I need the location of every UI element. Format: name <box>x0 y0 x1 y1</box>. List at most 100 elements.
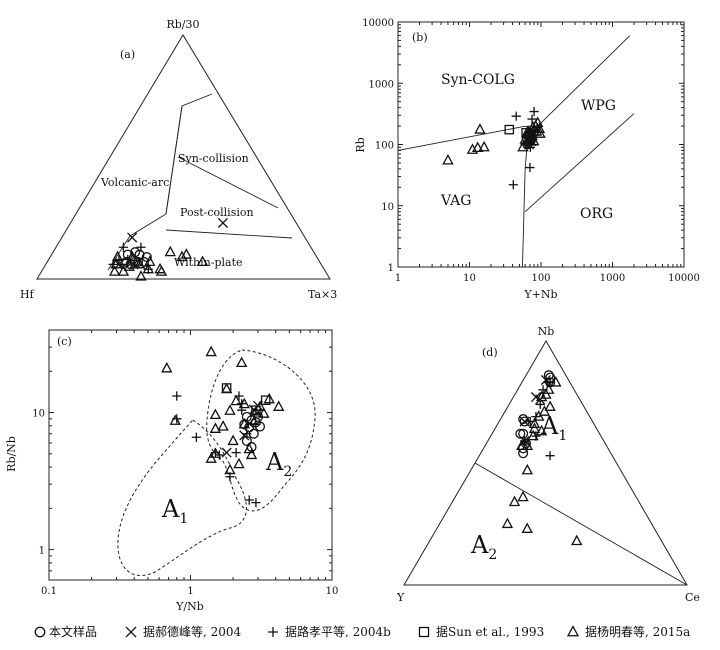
panel-b-ticks <box>397 22 684 268</box>
triangle-marker <box>535 390 548 402</box>
plus-marker <box>511 111 521 121</box>
triangle-marker <box>517 140 529 152</box>
triangle-marker <box>209 447 222 458</box>
triangle-marker <box>501 517 514 529</box>
triangle-marker <box>233 457 245 469</box>
panel-b-frame <box>397 21 685 268</box>
panel-b-field-wpg: WPG <box>581 98 616 114</box>
legend-item-2: 据路孝平等, 2004b <box>268 624 391 639</box>
panel-d-apex-right: Ce <box>685 591 700 604</box>
plus-marker <box>244 495 254 505</box>
triangle-marker <box>176 250 188 262</box>
panel-b-yticklabels: 1 10 100 1000 10000 <box>362 18 394 274</box>
plus-marker <box>231 448 241 458</box>
triangle-marker <box>527 120 539 132</box>
plus-marker <box>118 242 128 252</box>
panel-d-label: (d) <box>482 346 498 359</box>
panel-b-field-vag: VAG <box>440 193 471 209</box>
circle-marker <box>543 370 554 381</box>
triangle-marker <box>544 400 556 411</box>
triangle-marker <box>135 270 147 281</box>
triangle-marker <box>258 407 270 418</box>
triangle-marker <box>205 345 217 357</box>
triangle-marker <box>250 406 262 417</box>
triangle-marker <box>550 376 562 387</box>
panel-b-xlabel: Y+Nb <box>523 288 557 301</box>
circle-marker <box>518 428 529 439</box>
cross-marker <box>244 418 255 429</box>
circle-marker <box>34 626 46 638</box>
field-boundary <box>524 113 635 213</box>
panel-a-markers <box>108 217 228 281</box>
cross-marker <box>125 626 137 638</box>
panel-c-field-a2: A2 <box>265 448 292 480</box>
plus-marker <box>542 377 552 388</box>
triangle-marker <box>272 400 285 411</box>
triangle-marker <box>238 397 250 409</box>
panel-a-triangle <box>36 34 331 280</box>
panel-d: Nb Y Ce (d) A1 A2 <box>396 325 700 604</box>
cross-marker <box>239 430 250 441</box>
panel-c-field-a1: A1 <box>161 495 188 527</box>
triangle-marker <box>227 434 239 446</box>
triangle-marker <box>543 383 555 394</box>
legend-label-2: 据路孝平等, 2004b <box>285 624 391 639</box>
square-marker <box>418 626 430 638</box>
triangle-marker <box>217 420 229 431</box>
panel-a-field-post-collision: Post-collision <box>180 206 254 219</box>
y-tick-label: 10 <box>381 202 394 213</box>
panel-c-yticklabels: 1 10 <box>32 409 45 557</box>
plus-marker <box>529 106 539 117</box>
triangle-marker <box>474 123 486 134</box>
panel-d-field-a1: A1 <box>540 412 567 444</box>
panel-c-ticks <box>48 329 332 581</box>
panel-c-frame <box>48 329 333 581</box>
square-marker <box>260 395 271 405</box>
panel-a-boundary-left <box>165 105 183 215</box>
x-tick-label: 10000 <box>668 273 700 284</box>
y-tick-label: 10000 <box>362 18 394 29</box>
x-tick-label: 0.1 <box>41 586 57 597</box>
triangle-marker <box>230 394 242 406</box>
field-boundary <box>525 35 631 138</box>
triangle-marker <box>535 424 548 436</box>
legend-item-4: 据杨明春等, 2015a <box>566 624 690 639</box>
panel-a-field-within-plate: Within-plate <box>174 256 243 269</box>
triangle-marker <box>209 422 222 433</box>
legend-marker-triangle <box>566 625 580 637</box>
triangle-marker <box>196 255 209 267</box>
panel-b-label: (b) <box>412 31 428 44</box>
triangle-marker <box>528 417 541 429</box>
field-boundary <box>521 139 529 268</box>
x-tick-label: 1 <box>395 273 401 284</box>
triangle-marker <box>110 257 122 269</box>
panel-b-boundaries <box>397 35 635 268</box>
triangle-marker <box>566 625 580 637</box>
triangle-marker <box>220 382 233 394</box>
triangle-marker <box>521 125 534 137</box>
triangle-marker <box>571 534 583 546</box>
cross-marker <box>519 416 530 427</box>
triangle-marker <box>508 495 521 507</box>
cross-marker <box>535 394 546 405</box>
y-tick-label: 1000 <box>369 79 394 90</box>
legend-label-4: 据杨明春等, 2015a <box>585 624 690 639</box>
plus-marker <box>527 114 537 124</box>
panel-c-ylabel: Rb/Nb <box>5 436 18 472</box>
triangle-marker <box>534 127 546 138</box>
panel-d-markers <box>501 370 583 546</box>
panel-c-xticklabels: 0.1 1 10 <box>41 586 338 597</box>
triangle-marker <box>521 463 534 475</box>
triangle-marker <box>521 522 533 533</box>
y-tick-label: 1 <box>388 263 394 274</box>
triangle-marker <box>442 153 454 165</box>
panel-a-apex-top: Rb/30 <box>166 18 199 31</box>
triangle-marker <box>224 463 236 475</box>
legend-item-0: 本文样品 <box>34 624 97 639</box>
panel-a-boundary-wpg <box>165 229 293 239</box>
cross-marker <box>127 232 138 243</box>
plus-marker <box>251 419 261 429</box>
triangle-marker <box>238 417 250 429</box>
panel-a-field-syn-collision: Syn-collision <box>178 152 249 165</box>
panel-b-ylabel: Rb <box>354 137 367 152</box>
